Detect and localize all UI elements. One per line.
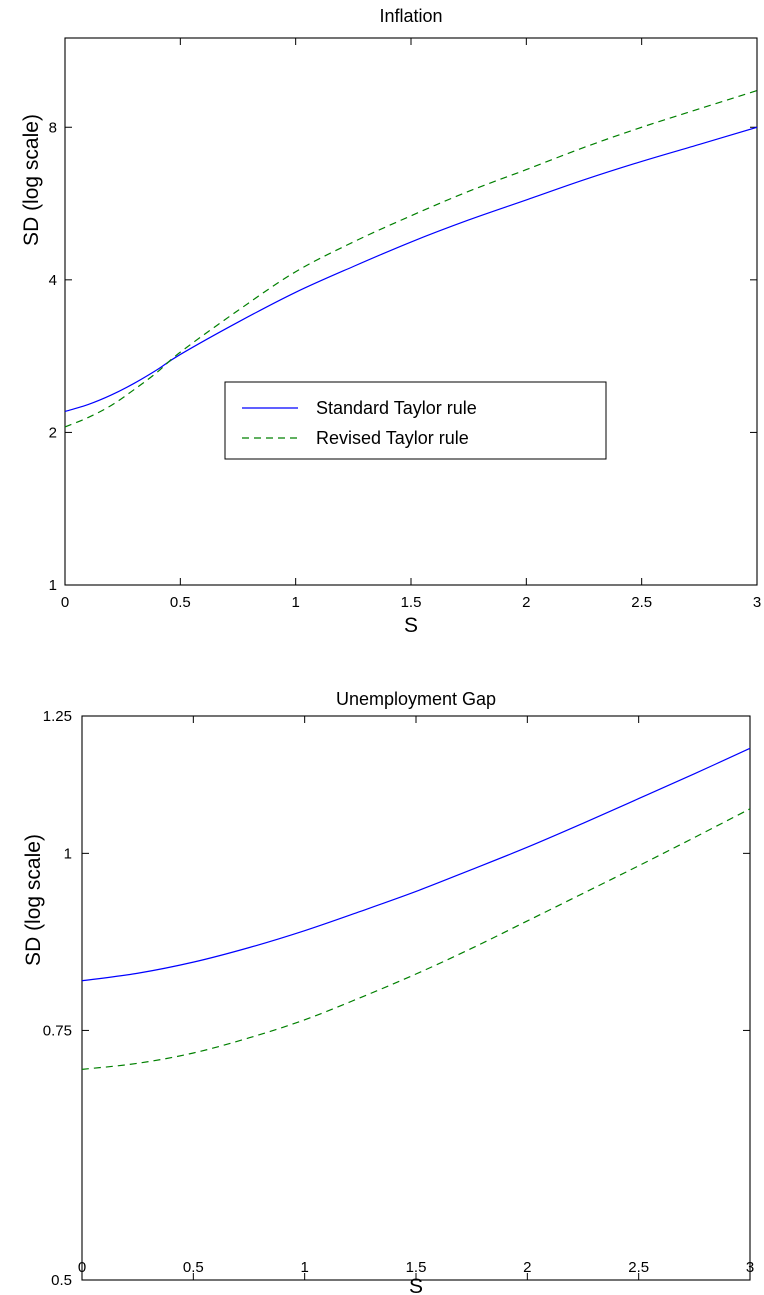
y-tick-label: 0.5 — [51, 1272, 72, 1289]
series-line-standard-taylor-rule — [64, 126, 758, 413]
axis-ticks: 0 0.5 1 1.5 2 2.5 3 1 2 4 8 — [49, 38, 761, 611]
x-tick-label: 0.5 — [183, 1259, 204, 1276]
legend-label-revised: Revised Taylor rule — [316, 428, 469, 448]
y-tick-label: 1 — [64, 845, 72, 862]
x-tick-label: 0 — [61, 594, 69, 611]
chart-title: Inflation — [379, 6, 442, 26]
legend-box — [224, 381, 607, 460]
plot-frame — [64, 37, 758, 586]
series-group — [81, 747, 751, 1070]
axis-ticks: 0 0.5 1 1.5 2 2.5 3 0.5 0.75 1 1.25 — [43, 708, 754, 1289]
x-tick-label: 1.5 — [406, 1259, 427, 1276]
y-tick-label: 8 — [49, 119, 57, 136]
y-tick-label: 1 — [49, 577, 57, 594]
x-tick-label: 3 — [753, 594, 761, 611]
x-tick-label: 0.5 — [170, 594, 191, 611]
y-tick-label: 1.25 — [43, 708, 72, 725]
chart-title: Unemployment Gap — [336, 689, 496, 709]
legend-label-standard: Standard Taylor rule — [316, 398, 477, 418]
y-axis-label: SD (log scale) — [20, 114, 43, 246]
y-tick-label: 0.75 — [43, 1022, 72, 1039]
y-tick-label: 4 — [49, 272, 57, 289]
x-tick-label: 2 — [523, 1259, 531, 1276]
x-tick-label: 3 — [746, 1259, 754, 1276]
y-tick-label: 2 — [49, 424, 57, 441]
x-tick-label: 1.5 — [401, 594, 422, 611]
x-tick-label: 2 — [522, 594, 530, 611]
x-tick-label: 0 — [78, 1259, 86, 1276]
y-axis-label: SD (log scale) — [22, 834, 45, 966]
plot-frame — [81, 715, 751, 1281]
x-axis-label: S — [409, 1275, 423, 1295]
x-tick-label: 2.5 — [631, 594, 652, 611]
series-line-revised-taylor-rule — [81, 808, 751, 1070]
series-group — [64, 90, 758, 428]
x-tick-label: 1 — [300, 1259, 308, 1276]
x-tick-label: 1 — [291, 594, 299, 611]
series-line-standard-taylor-rule — [81, 747, 751, 982]
unemployment-gap-chart: Unemployment Gap 0 0.5 1 1.5 2 2.5 3 0.5 0.75 1 1.… — [22, 689, 754, 1295]
series-line-revised-taylor-rule — [64, 90, 758, 428]
x-tick-label: 2.5 — [628, 1259, 649, 1276]
legend: Standard Taylor rule Revised Taylor rule — [224, 381, 607, 460]
inflation-chart: Inflation 0 0.5 1 1.5 2 2.5 3 1 2 4 8 S SD (log sc… — [20, 6, 761, 637]
x-axis-label: S — [404, 614, 418, 637]
